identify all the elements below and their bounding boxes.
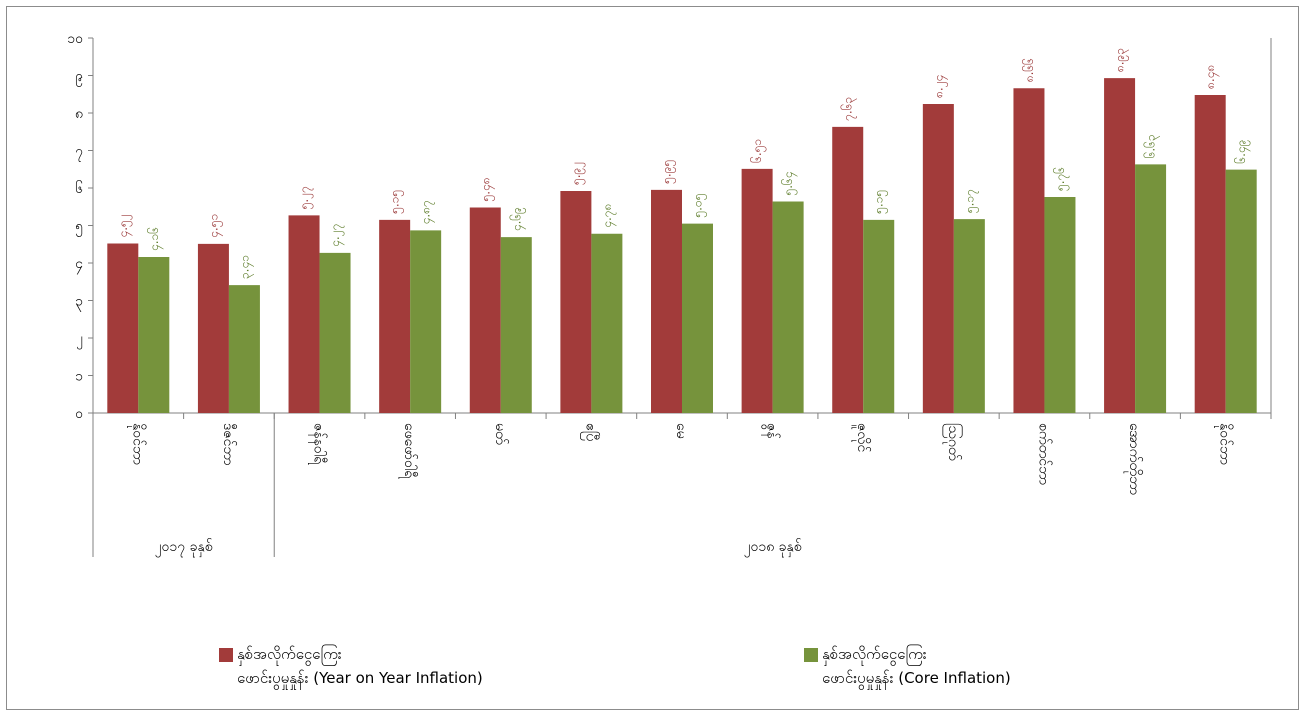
bar-core: [953, 219, 985, 413]
group-labels: ၂၀၁၇ ခုနှစ် ၂၀၁၈ ခုနှစ်: [155, 413, 802, 557]
data-label-core: ၃.၄၁: [237, 255, 254, 279]
data-label-core: ၄.၆၉: [508, 207, 526, 231]
category-label: မေ: [673, 423, 689, 439]
data-label-core: ၅.၆၄: [780, 171, 798, 195]
bar-yoy: [107, 243, 139, 413]
bar-core: [1135, 164, 1167, 413]
bars: [107, 78, 1257, 413]
bar-core: [1044, 197, 1076, 413]
bar-yoy: [922, 104, 954, 413]
bar-yoy: [197, 243, 229, 413]
data-label-yoy: ၅.၂၇: [297, 186, 314, 209]
category-label: ဧပြီ: [580, 423, 598, 441]
legend-yoy-label-line1: နှစ်အလိုက်ငွေကြေး: [237, 645, 342, 663]
category-label: ဇွန်: [762, 423, 780, 439]
category-label: စက်တင်ဘာ: [1035, 423, 1051, 485]
y-tick-label: ၆: [75, 181, 83, 197]
bar-core: [1225, 169, 1257, 413]
y-tick-label: ၂: [76, 331, 83, 349]
bar-core: [863, 219, 895, 413]
category-label: ဇန်နဝါရီ: [309, 423, 327, 465]
data-label-yoy: ၈.၉၃: [1113, 48, 1130, 72]
data-label-yoy: ၅.၉၅: [660, 160, 677, 184]
category-label: နိုဝင်ဘာ: [1215, 423, 1233, 465]
data-labels: ၄.၅၂၄.၁၆ ၄.၅၁၃.၄၁ ၅.၂၇၄.၂၇ ၅.၁၅ ၄.၈၇ ၅.၄၈၄.၆၉…: [116, 48, 1251, 279]
bar-core: [772, 201, 804, 413]
data-label-core: ၅.၇၆: [1052, 167, 1070, 191]
legend-yoy-label-line2: ဖောင်းပွမှုနှုန်း (Year on Year Inflatio…: [237, 669, 483, 687]
y-tick-label: ၃: [75, 294, 83, 312]
legend-core-label-line1: နှစ်အလိုက်ငွေကြေး: [822, 645, 927, 663]
bar-yoy: [379, 219, 411, 413]
y-tick-label: ၇: [75, 144, 83, 162]
y-tick-label: ၅: [75, 219, 83, 237]
data-label-core: ၄.၂၇: [328, 224, 345, 247]
group-label: ၂၀၁၇ ခုနှစ်: [155, 539, 213, 557]
y-tick-label: ၉: [75, 69, 83, 87]
data-label-core: ၅.၁၇: [962, 189, 979, 213]
data-label-core: ၅.၁၅: [872, 190, 889, 214]
data-label-yoy: ၈.၆၆: [1021, 58, 1036, 82]
data-label-core: ၆.၆၃: [1143, 134, 1161, 158]
bar-yoy: [1194, 95, 1226, 413]
y-tick-label: ၄: [75, 256, 83, 274]
data-label-core: ၆.၄၉: [1233, 140, 1251, 164]
bar-yoy: [1104, 78, 1136, 413]
data-label-yoy: ၄.၅၁: [206, 214, 223, 238]
category-labels: နိုဝင်ဘာ ဒီဇင်ဘာ ဇန်နဝါရီ ဖေဖော်ဝါရီ မတ် ဧပြီ…: [127, 423, 1232, 495]
group-label: ၂၀၁၈ ခုနှစ်: [744, 539, 802, 557]
data-label-yoy: ၈.၄၈: [1203, 65, 1220, 89]
bar-core: [682, 223, 713, 413]
bar-core: [319, 252, 351, 413]
bar-chart: ၀ ၁ ၂ ၃ ၄ ၅ ၆ ၇ ၈ ၉ ၁၀ ၄.၅၂၄.၁၆ ၄.၅၁၃.၄၁ ၅.၂၇၄.၂၇ ၅.၁…: [67, 31, 1272, 557]
data-label-yoy: ၅.၄၈: [478, 177, 495, 201]
y-tick-label: ၁၀: [67, 31, 83, 47]
legend-core-swatch: [804, 648, 818, 662]
bar-yoy: [1013, 88, 1045, 413]
bar-yoy: [288, 215, 320, 413]
chart-frame: [6, 6, 1299, 710]
bar-yoy: [560, 191, 592, 413]
category-label: ဇူလိုင်: [852, 423, 870, 452]
category-label: ဖေဖော်ဝါရီ: [399, 423, 417, 479]
data-label-core: ၅.၀၅: [691, 194, 708, 218]
category-label: အောက်တိုဘာ: [1124, 423, 1142, 495]
category-label: ဒီဇင်ဘာ: [220, 423, 236, 466]
data-label-core: ၄.၈၇: [419, 200, 436, 224]
data-label-yoy: ၇.၆၃: [840, 97, 858, 121]
data-label-yoy: ၆.၅၁: [749, 139, 767, 163]
bar-yoy: [741, 168, 773, 413]
data-label-core: ၄.၁၆: [146, 227, 164, 251]
bar-core: [591, 233, 623, 413]
bar-core: [138, 257, 170, 413]
legend-core-label-line2: ဖောင်းပွမှုနှုန်း (Core Inflation): [822, 669, 1011, 687]
data-label-yoy: ၅.၁၅: [388, 190, 405, 214]
y-tick-label: ၁: [75, 369, 83, 385]
y-tick-label: ၀: [75, 406, 83, 422]
category-label: နိုဝင်ဘာ: [127, 423, 145, 465]
legend-yoy-swatch: [219, 648, 233, 662]
data-label-yoy: ၈.၂၄: [931, 75, 948, 98]
bar-yoy: [651, 189, 682, 413]
bar-yoy: [469, 207, 501, 413]
bar-core: [500, 237, 532, 413]
category-label: မတ်: [492, 423, 508, 445]
data-label-yoy: ၄.၅၂: [116, 214, 133, 237]
bar-core: [228, 285, 260, 413]
data-label-yoy: ၅.၉၂: [569, 162, 586, 185]
data-label-core: ၄.၇၈: [600, 204, 617, 228]
bar-core: [410, 230, 442, 413]
category-label: ဩဂုတ်: [943, 423, 962, 461]
bar-yoy: [832, 126, 864, 413]
y-tick-label: ၈: [75, 106, 83, 122]
